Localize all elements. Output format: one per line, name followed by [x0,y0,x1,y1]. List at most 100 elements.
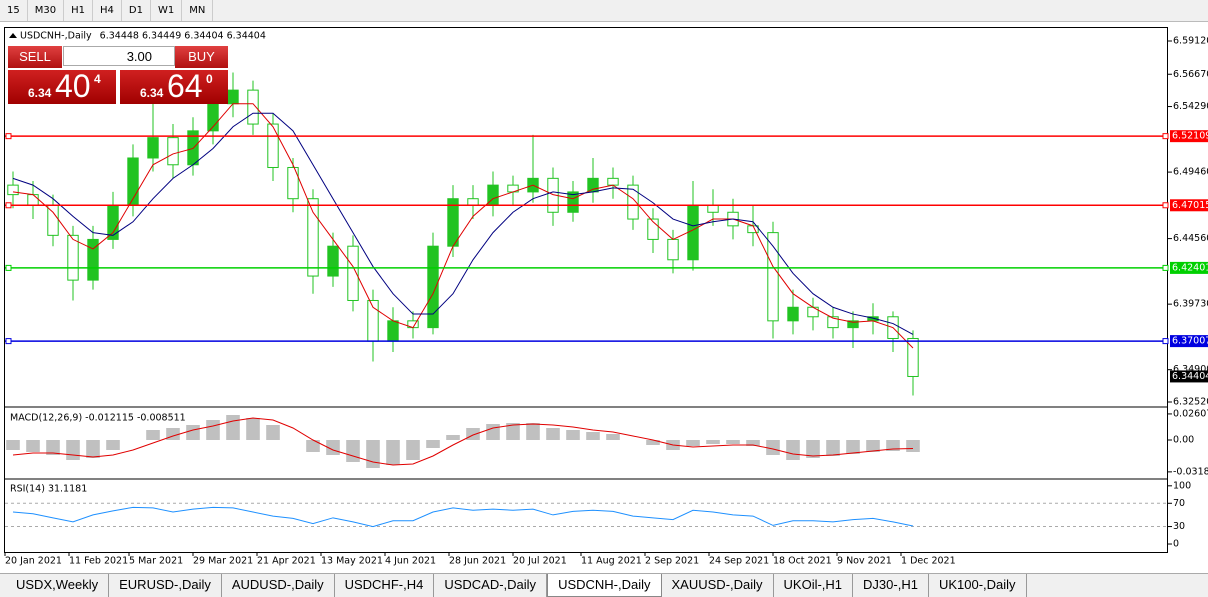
macd-bar [186,425,200,440]
candle-body [687,204,699,261]
y-tick-label: 70 [1173,498,1185,509]
candle-body [327,245,339,277]
x-tick-label: 28 Jun 2021 [449,556,506,567]
timeframe-button[interactable]: 15 [0,0,28,21]
y-tick-label: 0.02607 [1173,408,1208,419]
chart-tab[interactable]: DJ30-,H1 [853,574,929,597]
macd-bar [466,428,480,440]
macd-bar [866,440,880,452]
macd-bar [306,440,320,452]
bid-price[interactable]: 6.34 40 4 [8,68,116,104]
macd-bar [826,440,840,456]
buy-button[interactable]: BUY [175,46,228,68]
macd-bar [646,440,660,445]
chart-tab[interactable]: UKOil-,H1 [774,574,854,597]
y-tick-label: 6.44560 [1173,233,1208,244]
timeframe-button[interactable]: W1 [151,0,183,21]
candle-body [427,245,439,329]
lots-input[interactable]: 3.00 [63,46,175,66]
macd-bar [806,440,820,458]
x-tick-label: 13 May 2021 [321,556,383,567]
macd-bar [246,418,260,440]
ask-price[interactable]: 6.34 64 0 [120,68,228,104]
moving-average [12,103,914,349]
x-tick-label: 11 Aug 2021 [581,556,642,567]
chart-tab[interactable]: USDCAD-,Daily [434,574,548,597]
macd-bar [766,440,780,455]
rsi-line [12,506,914,528]
macd-title: MACD(12,26,9) -0.012115 -0.008511 [10,413,186,424]
candle-body [847,320,859,329]
x-tick-label: 29 Mar 2021 [193,556,253,567]
x-tick-label: 20 Jul 2021 [513,556,567,567]
bid-sup: 4 [94,72,101,86]
macd-bar [266,425,280,440]
ask-prefix: 6.34 [140,86,164,100]
chart-tab[interactable]: AUDUSD-,Daily [222,574,335,597]
candle-body [307,198,319,277]
candle-body [567,191,579,213]
macd-bar [586,432,600,440]
level-handle [1162,264,1169,271]
rsi-title: RSI(14) 31.1181 [10,484,87,495]
macd-bar [86,440,100,458]
bid-prefix: 6.34 [28,86,52,100]
macd-bar [846,440,860,454]
bid-big: 40 [55,68,91,104]
x-tick-label: 24 Sep 2021 [709,556,769,567]
x-tick-label: 2 Sep 2021 [645,556,699,567]
candle-body [667,238,679,261]
y-tick-label: 6.39730 [1173,299,1208,310]
level-label: 6.52109 [1172,131,1208,142]
macd-bar [906,440,920,452]
timeframe-button[interactable]: MN [182,0,214,21]
timeframe-toolbar: 15 M30 H1 H4 D1 W1 MN [0,0,1208,22]
macd-bar [886,440,900,451]
macd-bar [6,440,20,450]
candle-body [467,198,479,206]
chart-tab[interactable]: XAUUSD-,Daily [662,574,774,597]
timeframe-button[interactable]: M30 [28,0,65,21]
timeframe-button[interactable]: D1 [122,0,151,21]
x-tick-label: 11 Feb 2021 [69,556,128,567]
sell-button[interactable]: SELL [8,46,62,68]
macd-bar [366,440,380,468]
level-handle [5,133,12,140]
chart-subtitle: 6.34448 6.34449 6.34404 6.34404 [100,31,266,42]
macd-bar [446,435,460,440]
level-handle [1162,133,1169,140]
y-tick-label: 0 [1173,539,1179,550]
candle-body [267,123,279,168]
level-label: 6.47015 [1172,200,1208,211]
chart-tab[interactable]: USDCNH-,Daily [547,574,662,597]
candle-body [787,306,799,322]
macd-bar [786,440,800,460]
price-label: 6.34404 [1172,371,1208,382]
candle-body [87,238,99,281]
candle-body [167,137,179,166]
macd-bar [166,428,180,440]
candle-body [627,184,639,220]
y-tick-label: 6.49460 [1173,167,1208,178]
macd-bar [426,440,440,448]
ask-big: 64 [167,68,203,104]
chart-tab[interactable]: UK100-,Daily [929,574,1027,597]
chart-tab[interactable]: EURUSD-,Daily [109,574,222,597]
chart-tab[interactable]: USDCHF-,H4 [335,574,435,597]
candle-body [147,137,159,159]
collapse-icon[interactable] [9,33,17,38]
chart: USDCNH-,Daily 6.34448 6.34449 6.34404 6.… [4,27,1208,567]
timeframe-button[interactable]: H4 [93,0,122,21]
chart-tab[interactable]: USDX,Weekly [6,574,110,597]
timeframe-button[interactable]: H1 [64,0,93,21]
one-click-trading: SELL 3.00 BUY 6.34 40 4 6.34 64 0 [8,46,228,104]
level-label-box [1170,335,1208,348]
macd-bar [106,440,120,450]
macd-bar [406,440,420,460]
candle-body [47,204,59,236]
y-tick-label: 6.34900 [1173,364,1208,375]
candle-body [827,316,839,329]
candle-body [27,194,39,206]
macd-bar [746,440,760,446]
